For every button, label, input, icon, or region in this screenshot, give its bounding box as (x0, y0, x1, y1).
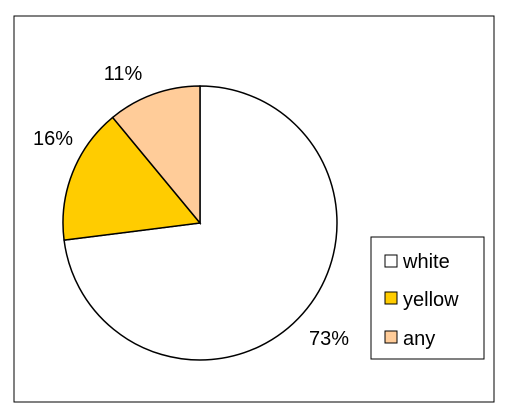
legend-label-any: any (403, 328, 435, 350)
pie-slices (62, 85, 338, 361)
legend-swatch-white (384, 254, 398, 268)
legend-label-yellow: yellow (403, 289, 459, 311)
legend-label-white: white (402, 251, 450, 273)
data-label-any: 11% (104, 63, 143, 85)
data-label-white: 73% (309, 328, 349, 350)
pie-data-labels: 73% 16% 11% (33, 63, 349, 350)
data-label-yellow: 16% (33, 128, 73, 150)
legend: white yellow any (370, 236, 485, 360)
pie-slice-yellow (62, 116, 202, 242)
legend-swatch-any (384, 330, 398, 344)
pie-slice-any (111, 85, 201, 226)
legend-swatch-yellow (384, 291, 398, 305)
